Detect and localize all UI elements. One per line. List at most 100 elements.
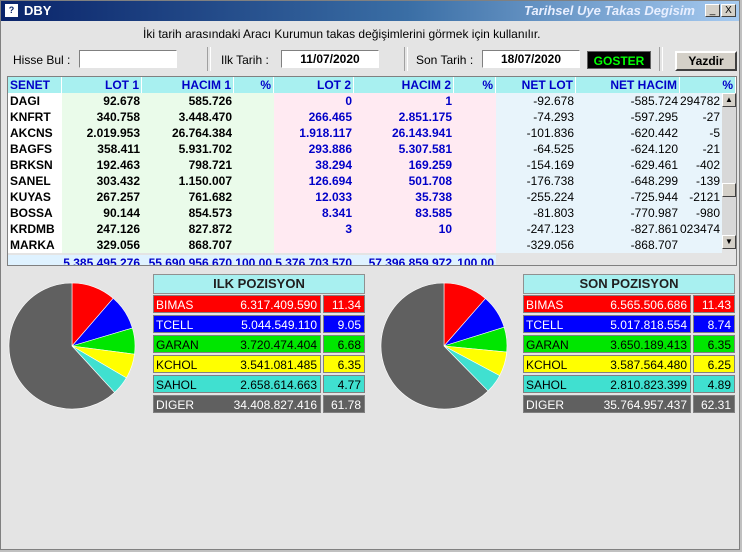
table-cell: 3.448.470 — [142, 109, 234, 125]
table-cell — [234, 189, 274, 205]
legend-value: 3.587.564.480 — [610, 358, 687, 372]
legend-value: 5.017.818.554 — [610, 318, 687, 332]
table-cell: 501.708 — [354, 173, 454, 189]
table-cell: -139 — [680, 173, 722, 189]
legend-name: DIGER — [156, 398, 195, 412]
table-cell: 585.726 — [142, 93, 234, 109]
legend-row-bimas: BIMAS 6.317.409.590 — [153, 295, 321, 313]
table-cell: 023474 — [680, 221, 722, 237]
legend-value: 5.044.549.110 — [241, 318, 317, 332]
table-cell: 83.585 — [354, 205, 454, 221]
table-cell: 1.918.117 — [274, 125, 354, 141]
column-header[interactable]: LOT 1 — [62, 77, 142, 93]
legend-name: DIGER — [526, 398, 565, 412]
senet-cell[interactable]: KNFRT — [8, 109, 62, 125]
legend-pct: 11.43 — [693, 295, 735, 313]
table-cell: -154.169 — [496, 157, 576, 173]
app-icon: ? — [5, 4, 18, 17]
column-header[interactable]: % — [234, 77, 274, 93]
senet-cell[interactable]: DAGI — [8, 93, 62, 109]
legend-row-garan: GARAN 3.720.474.404 — [153, 335, 321, 353]
column-header[interactable]: % — [680, 77, 736, 93]
scroll-down-icon[interactable]: ▼ — [722, 235, 736, 249]
legend-name: KCHOL — [156, 358, 198, 372]
table-cell: 329.056 — [62, 237, 142, 253]
column-header[interactable]: HACIM 1 — [142, 77, 234, 93]
legend-name: TCELL — [156, 318, 194, 332]
table-cell: -5 — [680, 125, 722, 141]
legend-row-bimas: BIMAS 6.565.506.686 — [523, 295, 691, 313]
table-cell: 303.432 — [62, 173, 142, 189]
takas-table: ▲ ▼ SENET LOT 1 HACIM 1% LOT 2 HACIM 2% NET L… — [7, 76, 737, 266]
legend-row-sahol: SAHOL 2.810.823.399 — [523, 375, 691, 393]
legend-name: KCHOL — [526, 358, 568, 372]
senet-cell[interactable]: SANEL — [8, 173, 62, 189]
table-cell: -629.461 — [576, 157, 680, 173]
ilk-tarih-label: Ilk Tarih : — [221, 53, 269, 67]
table-cell — [234, 93, 274, 109]
scroll-up-icon[interactable]: ▲ — [722, 93, 736, 107]
table-cell: 10 — [354, 221, 454, 237]
window-subtitle: Tarihsel Uye Takas Degisim — [523, 3, 695, 18]
separator — [207, 47, 211, 71]
legend-pct: 62.31 — [693, 395, 735, 413]
son-tarih-label: Son Tarih : — [416, 53, 474, 67]
senet-cell[interactable]: AKCNS — [8, 125, 62, 141]
column-header[interactable]: LOT 2 — [274, 77, 354, 93]
legend-row-tcell: TCELL 5.044.549.110 — [153, 315, 321, 333]
table-cell: 92.678 — [62, 93, 142, 109]
table-cell: 8.341 — [274, 205, 354, 221]
son-tarih-input[interactable]: 18/07/2020 — [482, 50, 580, 68]
table-cell: 90.144 — [62, 205, 142, 221]
table-cell: -21 — [680, 141, 722, 157]
table-cell — [234, 237, 274, 253]
table-cell: 0 — [274, 93, 354, 109]
legend-pct: 4.89 — [693, 375, 735, 393]
table-cell: -247.123 — [496, 221, 576, 237]
legend-value: 34.408.827.416 — [233, 398, 317, 412]
senet-cell[interactable]: KUYAS — [8, 189, 62, 205]
title-bar[interactable]: ? DBY Tarihsel Uye Takas Degisim _ X — [1, 1, 739, 21]
table-cell — [454, 109, 496, 125]
window-title: DBY — [24, 3, 52, 18]
table-cell: 340.758 — [62, 109, 142, 125]
senet-cell[interactable]: MARKA — [8, 237, 62, 253]
column-header[interactable]: NET HACIM — [576, 77, 680, 93]
table-cell — [454, 173, 496, 189]
table-cell: 267.257 — [62, 189, 142, 205]
table-cell — [234, 221, 274, 237]
goster-button[interactable]: GOSTER — [587, 51, 651, 69]
column-header[interactable]: HACIM 2 — [354, 77, 454, 93]
yazdir-button[interactable]: Yazdir — [675, 51, 737, 71]
scroll-thumb[interactable] — [722, 183, 736, 197]
senet-cell[interactable]: KRDMB — [8, 221, 62, 237]
table-cell — [454, 205, 496, 221]
minimize-button[interactable]: _ — [705, 4, 720, 17]
table-cell — [454, 141, 496, 157]
ilk-tarih-input[interactable]: 11/07/2020 — [281, 50, 379, 68]
total-cell — [680, 255, 722, 265]
ilk-pozisyon-title: ILK POZISYON — [153, 274, 365, 294]
table-cell: -620.442 — [576, 125, 680, 141]
total-cell — [8, 255, 62, 265]
table-cell — [454, 157, 496, 173]
legend-row-diger: DIGER 35.764.957.437 — [523, 395, 691, 413]
table-cell: -597.295 — [576, 109, 680, 125]
column-header[interactable]: SENET — [8, 77, 62, 93]
total-cell: 55.690.956.670 — [142, 255, 234, 265]
column-header[interactable]: % — [454, 77, 496, 93]
legend-pct: 8.74 — [693, 315, 735, 333]
table-cell: -101.836 — [496, 125, 576, 141]
senet-cell[interactable]: BOSSA — [8, 205, 62, 221]
table-cell: 798.721 — [142, 157, 234, 173]
table-scrollbar[interactable]: ▲ ▼ — [722, 93, 736, 249]
close-button[interactable]: X — [721, 4, 736, 17]
senet-cell[interactable]: BAGFS — [8, 141, 62, 157]
hisse-search-input[interactable] — [79, 50, 177, 68]
table-cell: -81.803 — [496, 205, 576, 221]
table-cell — [454, 221, 496, 237]
column-header[interactable]: NET LOT — [496, 77, 576, 93]
senet-cell[interactable]: BRKSN — [8, 157, 62, 173]
table-cell: 26.143.941 — [354, 125, 454, 141]
